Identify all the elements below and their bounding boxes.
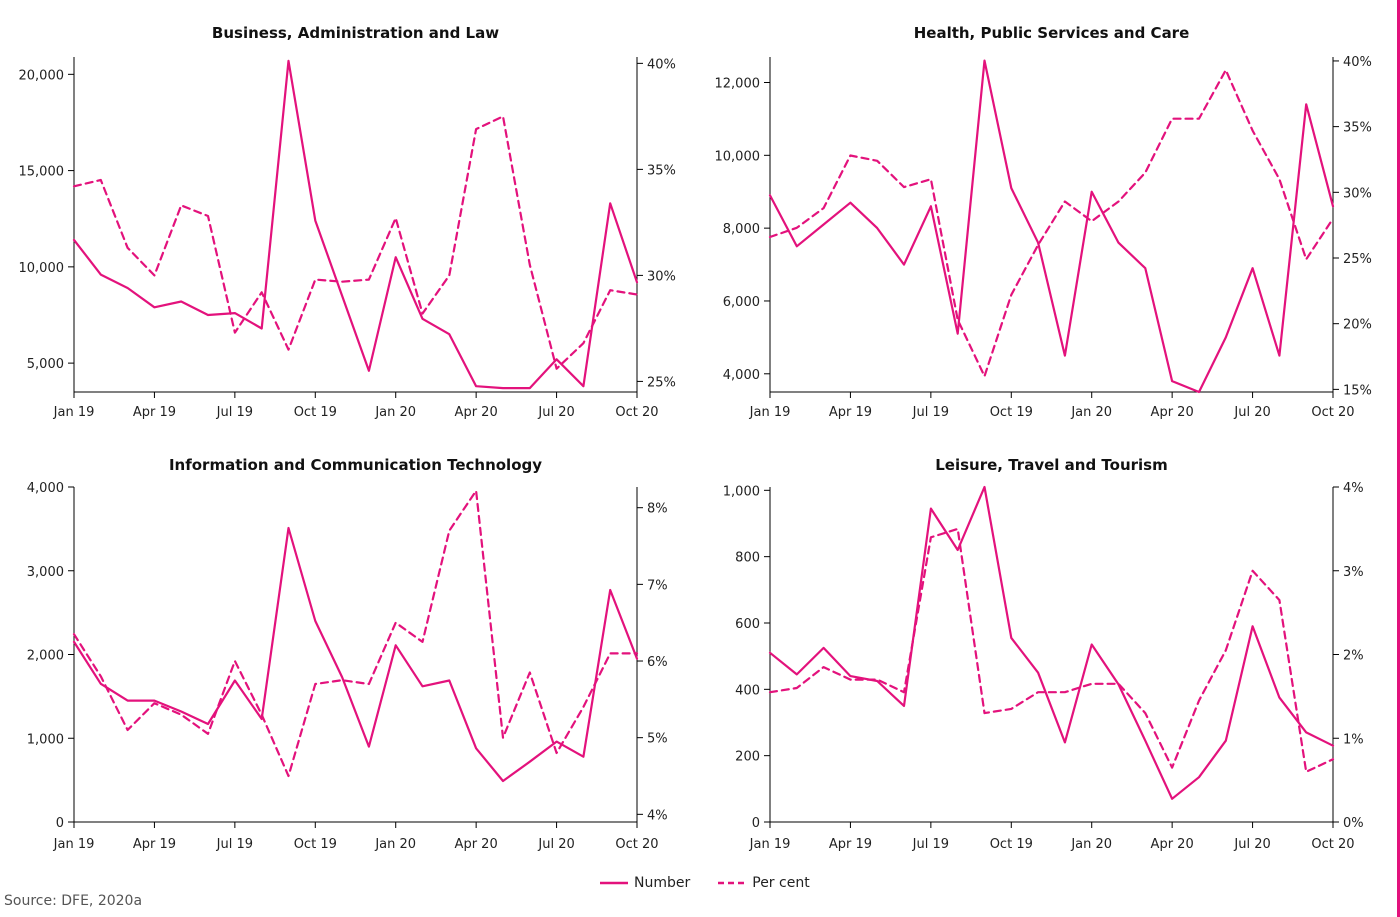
x-tick-label: Jul 20 — [537, 405, 574, 420]
y-right-tick-label: 30% — [647, 269, 676, 284]
source-note: Source: DFE, 2020a — [4, 893, 143, 909]
y-right-tick-label: 3% — [1343, 565, 1364, 580]
series-line-number — [72, 526, 639, 783]
legend-label-percent: Per cent — [752, 875, 810, 891]
x-tick-label: Apr 20 — [1151, 837, 1194, 852]
chart-title: Business, Administration and Law — [212, 24, 499, 42]
y-right-tick-label: 7% — [647, 578, 668, 593]
y-left-tick-label: 10,000 — [19, 261, 65, 276]
x-tick-label: Apr 19 — [133, 405, 176, 420]
x-tick-label: Oct 20 — [1311, 405, 1354, 420]
y-left-tick-label: 10,000 — [715, 149, 761, 164]
x-tick-label: Jan 19 — [53, 837, 95, 852]
y-right-tick-label: 0% — [1343, 816, 1364, 831]
y-left-tick-label: 8,000 — [723, 222, 760, 237]
legend-swatch-solid — [600, 881, 628, 885]
y-right-tick-label: 35% — [647, 163, 676, 178]
x-tick-label: Jan 20 — [374, 405, 416, 420]
x-tick-label: Apr 20 — [1151, 405, 1194, 420]
y-left-tick-label: 20,000 — [19, 68, 65, 83]
series-line-per-cent — [768, 527, 1335, 773]
y-right-tick-label: 4% — [1343, 481, 1364, 496]
y-left-tick-label: 0 — [56, 816, 64, 831]
y-left-tick-label: 15,000 — [19, 165, 65, 180]
legend-item-number: Number — [600, 875, 690, 891]
x-tick-label: Oct 19 — [294, 837, 337, 852]
chart-title: Leisure, Travel and Tourism — [935, 456, 1167, 474]
chart-title: Information and Communication Technology — [169, 456, 542, 474]
y-right-tick-label: 4% — [647, 808, 668, 823]
series-line-per-cent — [72, 489, 639, 778]
y-left-tick-label: 600 — [735, 617, 760, 632]
series-line-per-cent — [768, 68, 1335, 378]
y-left-tick-label: 1,000 — [27, 732, 64, 747]
x-tick-label: Jul 19 — [912, 837, 949, 852]
x-tick-label: Apr 19 — [829, 405, 872, 420]
x-tick-label: Jan 19 — [53, 405, 95, 420]
y-right-tick-label: 15% — [1343, 383, 1372, 398]
x-tick-label: Apr 20 — [455, 405, 498, 420]
series-line-per-cent — [72, 115, 639, 370]
x-tick-label: Oct 19 — [990, 405, 1033, 420]
x-tick-label: Jul 20 — [1233, 837, 1270, 852]
y-right-tick-label: 20% — [1343, 318, 1372, 333]
x-tick-label: Oct 20 — [615, 837, 658, 852]
y-left-tick-label: 6,000 — [723, 295, 760, 310]
series-line-number — [72, 59, 639, 390]
series-line-number — [768, 485, 1335, 800]
y-right-tick-label: 30% — [1343, 186, 1372, 201]
y-right-tick-label: 1% — [1343, 732, 1364, 747]
x-tick-label: Jul 20 — [537, 837, 574, 852]
x-tick-label: Apr 19 — [829, 837, 872, 852]
y-right-tick-label: 25% — [647, 375, 676, 390]
y-right-tick-label: 40% — [647, 57, 676, 72]
x-tick-label: Jul 19 — [216, 837, 253, 852]
y-left-tick-label: 12,000 — [715, 76, 761, 91]
y-right-tick-label: 35% — [1343, 121, 1372, 136]
y-left-tick-label: 4,000 — [27, 481, 64, 496]
y-right-tick-label: 5% — [647, 732, 668, 747]
chart-panel-1: Business, Administration and Law 5,000 10,… — [19, 24, 676, 420]
legend: Number Per cent — [600, 873, 838, 893]
x-tick-label: Jan 20 — [1070, 405, 1112, 420]
x-tick-label: Jan 20 — [374, 837, 416, 852]
legend-item-percent: Per cent — [718, 875, 810, 891]
y-left-tick-label: 2,000 — [27, 649, 64, 664]
legend-label-number: Number — [634, 875, 691, 891]
y-left-tick-label: 400 — [735, 683, 760, 698]
y-left-tick-label: 800 — [735, 551, 760, 566]
x-tick-label: Apr 20 — [455, 837, 498, 852]
x-tick-label: Oct 20 — [1311, 837, 1354, 852]
y-right-tick-label: 6% — [647, 655, 668, 670]
charts-canvas: Business, Administration and Law 5,000 10,… — [19, 24, 1372, 852]
series-line-number — [768, 59, 1335, 394]
y-left-tick-label: 5,000 — [27, 357, 64, 372]
y-right-tick-label: 8% — [647, 502, 668, 517]
x-tick-label: Jan 20 — [1070, 837, 1112, 852]
chart-panel-3: Information and Communication Technology… — [27, 456, 668, 852]
y-left-tick-label: 4,000 — [723, 368, 760, 383]
y-left-tick-label: 0 — [752, 816, 760, 831]
y-right-tick-label: 2% — [1343, 649, 1364, 664]
chart-title: Health, Public Services and Care — [914, 24, 1190, 42]
x-tick-label: Apr 19 — [133, 837, 176, 852]
x-tick-label: Oct 20 — [615, 405, 658, 420]
x-tick-label: Jul 20 — [1233, 405, 1270, 420]
chart-panel-4: Leisure, Travel and Tourism 0 200 400 600 800… — [723, 456, 1364, 852]
y-left-tick-label: 3,000 — [27, 565, 64, 580]
x-tick-label: Oct 19 — [990, 837, 1033, 852]
x-tick-label: Jan 19 — [749, 837, 791, 852]
x-tick-label: Oct 19 — [294, 405, 337, 420]
legend-swatch-dashed — [718, 881, 747, 885]
y-left-tick-label: 200 — [735, 750, 760, 765]
x-tick-label: Jan 19 — [749, 405, 791, 420]
x-tick-label: Jul 19 — [216, 405, 253, 420]
y-right-tick-label: 25% — [1343, 252, 1372, 267]
page-edge-rule — [1397, 0, 1400, 917]
y-left-tick-label: 1,000 — [723, 484, 760, 499]
chart-panel-2: Health, Public Services and Care 4,000 6,0… — [715, 24, 1372, 420]
y-right-tick-label: 40% — [1343, 55, 1372, 70]
x-tick-label: Jul 19 — [912, 405, 949, 420]
